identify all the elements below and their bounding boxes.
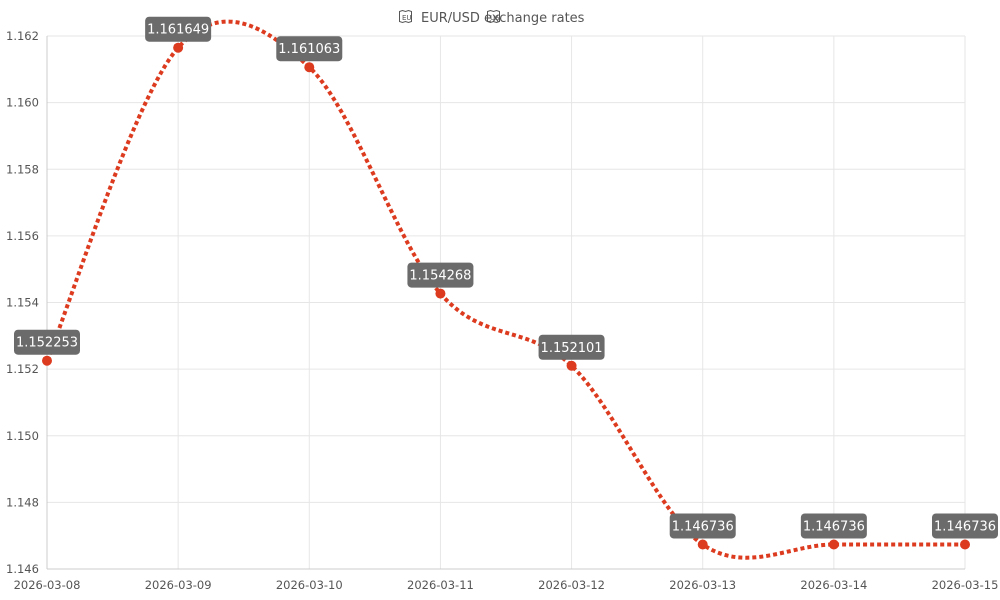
y-tick-label: 1.162 <box>6 29 39 43</box>
data-point <box>828 539 839 550</box>
grid <box>46 35 966 570</box>
x-tick-label: 2026-03-15 <box>932 578 999 592</box>
data-label: 1.161649 <box>145 16 212 42</box>
data-label-background <box>800 513 867 539</box>
data-point <box>566 360 577 371</box>
chart-title-group: EU EUR/USD exchange rates US <box>399 9 585 26</box>
data-label: 1.154268 <box>407 262 474 288</box>
data-label-background <box>538 334 605 360</box>
eu-flag-icon: EU <box>399 9 412 24</box>
data-label-text: 1.146736 <box>934 519 996 534</box>
data-points <box>42 42 970 550</box>
data-label-text: 1.161063 <box>278 42 340 57</box>
data-point <box>435 288 446 299</box>
data-point <box>304 62 315 73</box>
data-label-text: 1.152101 <box>541 341 603 356</box>
data-point <box>42 355 52 366</box>
data-label: 1.161063 <box>276 36 343 62</box>
x-tick-label: 2026-03-10 <box>276 578 343 592</box>
x-tick-label: 2026-03-13 <box>669 578 736 592</box>
data-label-background <box>145 16 212 42</box>
data-label-text: 1.154268 <box>409 269 471 284</box>
y-tick-label: 1.156 <box>6 229 39 243</box>
y-tick-label: 1.154 <box>6 296 39 310</box>
data-point <box>960 539 970 550</box>
svg-text:EU: EU <box>402 14 412 22</box>
data-label-text: 1.146736 <box>672 519 734 534</box>
data-label: 1.146736 <box>932 513 998 539</box>
y-axis-ticks: 1.146 1.148 1.150 1.152 1.154 1.156 1.158 1.160… <box>6 29 39 576</box>
chart-title: EUR/USD exchange rates <box>421 11 585 26</box>
data-label-background <box>14 329 80 355</box>
data-label-background <box>407 262 474 288</box>
y-tick-label: 1.146 <box>6 562 39 576</box>
data-label: 1.152253 <box>14 329 80 355</box>
data-label: 1.152101 <box>538 334 605 360</box>
data-label: 1.146736 <box>669 513 736 539</box>
data-point <box>697 539 708 550</box>
data-label-background <box>669 513 736 539</box>
x-tick-label: 2026-03-14 <box>800 578 867 592</box>
series-line <box>45 19 965 560</box>
data-labels: 1.152253 1.161649 1.161063 1.154268 1.152101… <box>14 16 998 539</box>
y-tick-label: 1.160 <box>6 96 39 110</box>
x-tick-label: 2026-03-08 <box>14 578 81 592</box>
data-label-background <box>932 513 998 539</box>
data-label: 1.146736 <box>800 513 867 539</box>
data-label-background <box>276 36 343 62</box>
x-tick-label: 2026-03-09 <box>145 578 212 592</box>
y-tick-label: 1.152 <box>6 362 39 376</box>
data-label-text: 1.161649 <box>147 23 209 38</box>
x-axis-ticks: 2026-03-08 2026-03-09 2026-03-10 2026-03-11… <box>14 578 999 592</box>
data-point <box>173 42 184 53</box>
data-label-text: 1.152253 <box>16 336 78 351</box>
us-flag-icon: US <box>487 9 500 24</box>
x-tick-label: 2026-03-11 <box>407 578 474 592</box>
data-label-text: 1.146736 <box>803 519 865 534</box>
y-tick-label: 1.150 <box>6 429 39 443</box>
x-tick-label: 2026-03-12 <box>538 578 605 592</box>
y-tick-label: 1.158 <box>6 162 39 176</box>
svg-text:US: US <box>490 14 500 22</box>
y-tick-label: 1.148 <box>6 495 39 509</box>
